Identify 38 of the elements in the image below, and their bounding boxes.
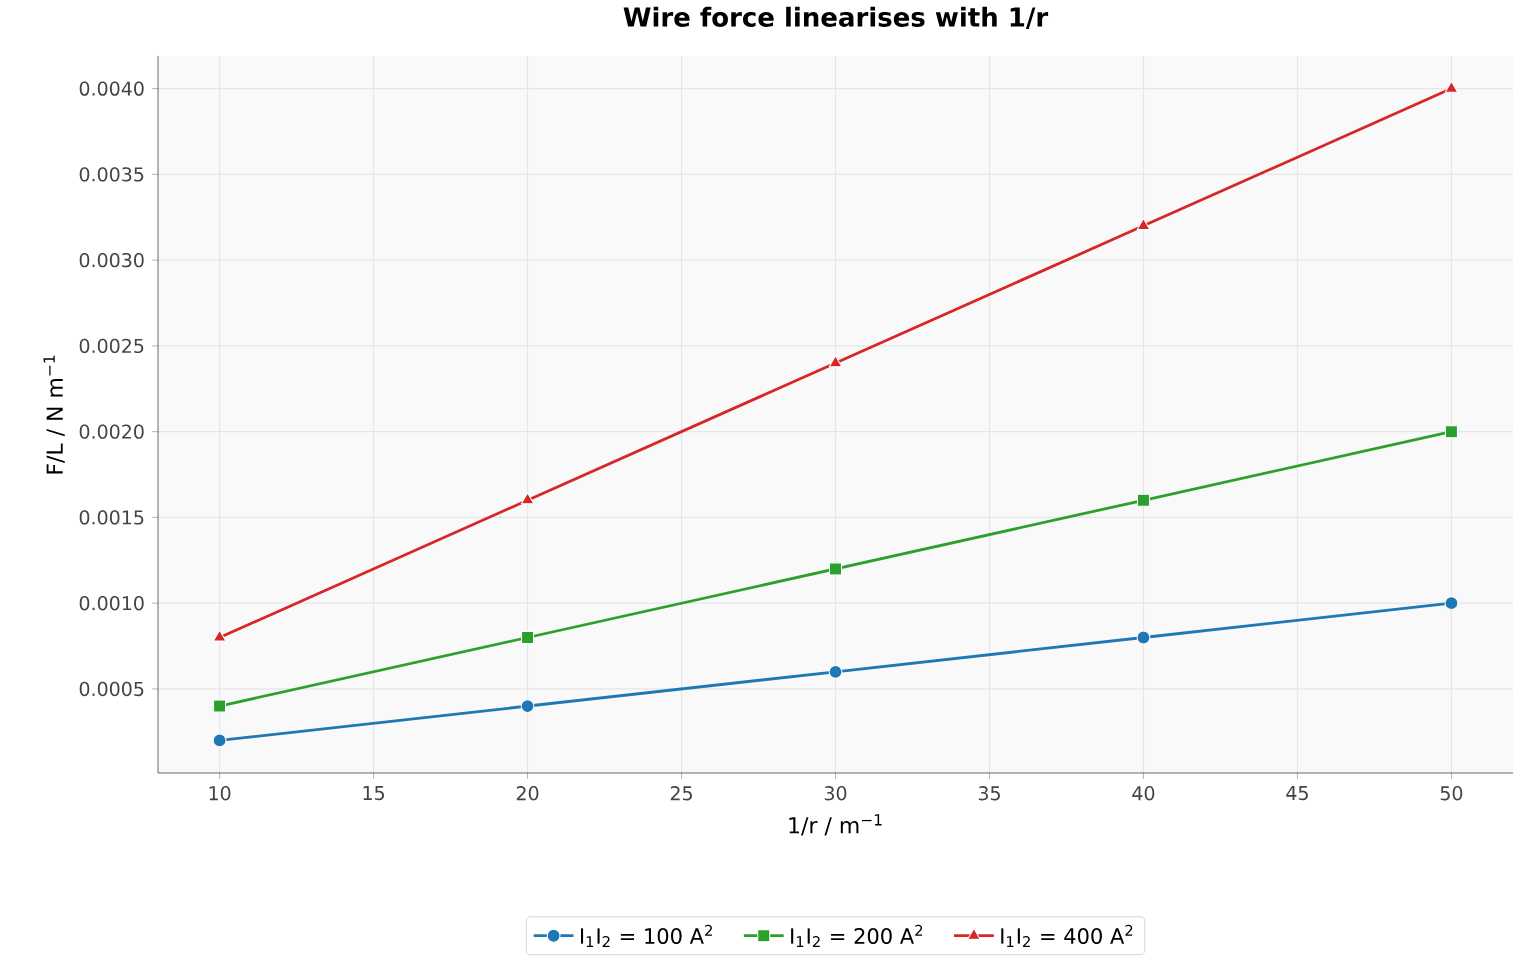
point xyxy=(212,733,227,748)
point xyxy=(1444,596,1459,611)
y-tick-label: 0.0025 xyxy=(79,338,144,354)
x-tick-label: 15 xyxy=(363,786,385,801)
point xyxy=(213,699,227,713)
point xyxy=(1444,80,1459,93)
point xyxy=(521,630,535,644)
x-tick-label: 45 xyxy=(1286,786,1308,801)
point xyxy=(1136,218,1151,230)
point xyxy=(212,629,227,642)
point xyxy=(1136,630,1151,645)
x-tick-label: 20 xyxy=(516,786,539,801)
y-tick-label: 0.0020 xyxy=(79,424,144,439)
x-axis-title: 1/r / m$^{−1}$ xyxy=(789,814,882,836)
legend-label: I$_{1}$I$_{2}$ = 200 A$^{2}$ xyxy=(791,924,923,948)
y-tick-label: 0.0005 xyxy=(79,681,144,697)
x-tick-label: 25 xyxy=(670,786,692,801)
y-tick-label: 0.0015 xyxy=(79,510,144,525)
x-tick-label: 40 xyxy=(1132,786,1155,801)
legend-label: I$_{1}$I$_{2}$ = 400 A$^{2}$ xyxy=(1001,924,1133,948)
y-tick-label: 0.0035 xyxy=(79,167,144,182)
y-axis-title: F/L / N m$^{−1}$ xyxy=(43,355,65,474)
point xyxy=(1444,425,1458,439)
point xyxy=(829,562,842,576)
legend-label: I$_{1}$I$_{2}$ = 100 A$^{2}$ xyxy=(580,924,712,948)
point xyxy=(520,699,535,713)
x-tick-label: 10 xyxy=(209,786,231,801)
point xyxy=(1136,493,1150,507)
x-tick-label: 35 xyxy=(978,786,1000,801)
point xyxy=(828,664,843,679)
x-tick-label: 30 xyxy=(824,786,847,801)
chart-title: Wire force linearises with 1/r xyxy=(623,6,1049,29)
x-tick-label: 50 xyxy=(1440,786,1463,801)
point xyxy=(520,492,535,505)
y-tick-label: 0.0030 xyxy=(79,252,144,268)
y-tick-label: 0.0010 xyxy=(79,595,144,611)
y-tick-label: 0.0040 xyxy=(79,81,144,96)
point xyxy=(828,355,843,368)
